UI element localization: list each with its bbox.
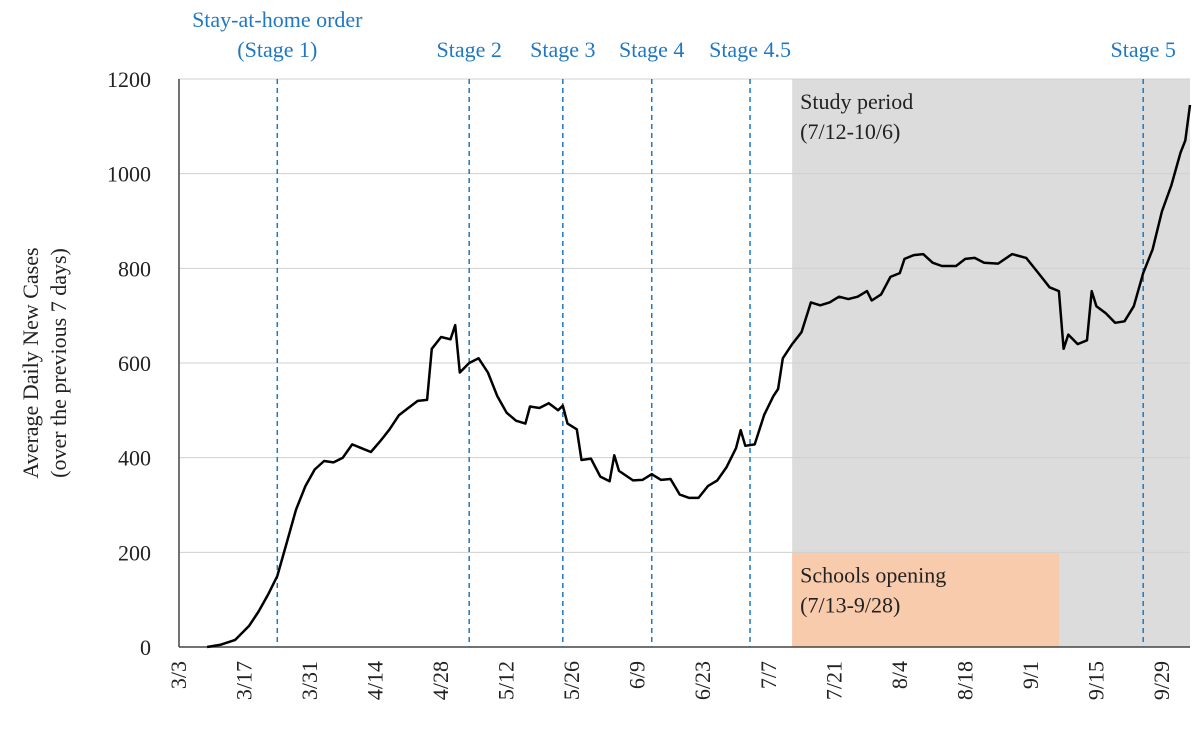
y-tick-label: 600 [118, 351, 151, 376]
x-tick-label: 6/9 [625, 661, 650, 689]
region-label: Schools opening [800, 562, 946, 587]
event-label: (Stage 1) [237, 37, 317, 62]
y-tick-label: 1200 [107, 67, 151, 92]
x-tick-label: 8/4 [887, 661, 912, 689]
x-tick-label: 5/12 [494, 661, 519, 700]
region [792, 552, 1059, 647]
region-label: (7/13-9/28) [800, 592, 900, 617]
event-label: Stage 4 [619, 37, 684, 62]
x-tick-label: 4/28 [428, 661, 453, 700]
y-tick-label: 200 [118, 540, 151, 565]
y-tick-label: 400 [118, 446, 151, 471]
event-label: Stage 2 [436, 37, 501, 62]
x-tick-label: 3/17 [232, 661, 257, 700]
y-tick-label: 800 [118, 256, 151, 281]
x-tick-label: 5/26 [559, 661, 584, 700]
region-label: (7/12-10/6) [800, 119, 900, 144]
event-label: Stage 4.5 [709, 37, 791, 62]
y-tick-label: 1000 [107, 162, 151, 187]
x-tick-label: 3/31 [297, 661, 322, 700]
x-tick-label: 9/29 [1149, 661, 1174, 700]
x-tick-label: 9/15 [1083, 661, 1108, 700]
x-tick-label: 3/3 [166, 661, 191, 689]
x-tick-label: 7/7 [756, 661, 781, 689]
y-tick-label: 0 [140, 635, 151, 660]
x-tick-label: 6/23 [690, 661, 715, 700]
event-label: Stage 5 [1110, 37, 1175, 62]
y-axis-label: (over the previous 7 days) [46, 248, 71, 478]
x-tick-label: 7/21 [821, 661, 846, 700]
x-tick-label: 4/14 [363, 661, 388, 700]
event-label: Stage 3 [530, 37, 595, 62]
x-tick-label: 8/18 [952, 661, 977, 700]
x-tick-label: 9/1 [1018, 661, 1043, 689]
y-axis-label: Average Daily New Cases [18, 247, 43, 478]
region-label: Study period [800, 89, 913, 114]
event-label: Stay-at-home order [192, 7, 363, 32]
data-line [206, 104, 1192, 649]
